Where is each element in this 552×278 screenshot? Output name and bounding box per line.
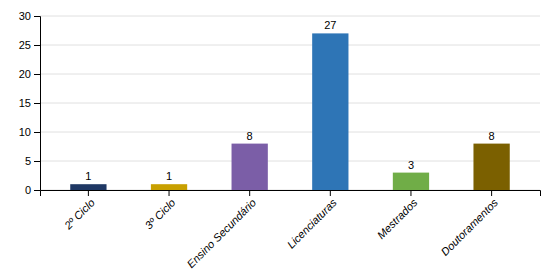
y-tick-label: 5 <box>25 155 31 167</box>
data-label: 3 <box>408 159 414 171</box>
bar <box>151 184 187 190</box>
x-tick: 2º Ciclo <box>61 190 97 232</box>
y-tick: 10 <box>19 126 40 138</box>
grid <box>40 16 540 190</box>
y-tick-mark <box>34 45 40 46</box>
x-tick: 3º Ciclo <box>142 190 177 231</box>
y-tick-mark <box>34 16 40 17</box>
x-axis-line <box>41 191 541 197</box>
y-axis-line <box>34 17 41 191</box>
y-tick: 5 <box>25 155 40 167</box>
x-tick-mark <box>249 190 250 196</box>
y-tick-label: 10 <box>19 126 31 138</box>
grid-line <box>40 45 540 46</box>
x-tick-label: 2º Ciclo <box>61 196 97 232</box>
bar <box>393 173 429 190</box>
chart: 1 1 8 27 3 8 2º Ciclo 3º CicloEnsino Secundário… <box>0 0 552 278</box>
bar <box>232 144 268 190</box>
data-label: 1 <box>85 170 91 182</box>
y-tick-label: 0 <box>25 184 31 196</box>
y-tick-mark <box>34 190 40 191</box>
x-tick: Ensino Secundário <box>184 190 258 270</box>
grid-line <box>40 132 540 133</box>
x-tick: Mestrados <box>375 190 420 241</box>
data-label: 1 <box>166 170 172 182</box>
y-tick-label: 30 <box>19 10 31 22</box>
y-tick: 30 <box>19 10 40 22</box>
x-axis: 2º Ciclo 3º CicloEnsino Secundário Licenci… <box>41 190 541 270</box>
x-tick-mark <box>410 190 411 196</box>
y-tick-mark <box>34 103 40 104</box>
x-tick: Licenciaturas <box>285 190 340 251</box>
data-label: 8 <box>247 130 253 142</box>
bar <box>70 184 106 190</box>
y-tick-mark <box>34 161 40 162</box>
bar <box>312 33 348 190</box>
x-tick: Doutoramentos <box>438 190 500 258</box>
bars <box>70 33 510 190</box>
x-tick-label: Ensino Secundário <box>184 196 258 270</box>
x-tick-mark <box>330 190 331 196</box>
y-tick-label: 20 <box>19 68 31 80</box>
plot: 1 1 8 27 3 8 2º Ciclo 3º CicloEnsino Secundário… <box>19 10 541 270</box>
x-tick-label: Doutoramentos <box>438 196 500 258</box>
x-tick-mark <box>491 190 492 196</box>
y-axis: 0 5 10 15 20 25 30 <box>19 10 41 196</box>
bar <box>473 144 509 190</box>
grid-line <box>40 103 540 104</box>
x-tick-mark <box>88 190 89 196</box>
y-tick-mark <box>34 132 40 133</box>
y-tick-label: 15 <box>19 97 31 109</box>
y-tick: 20 <box>19 68 40 80</box>
x-tick-label: 3º Ciclo <box>142 196 177 231</box>
x-tick-label: Licenciaturas <box>285 196 340 251</box>
y-tick-label: 25 <box>19 39 31 51</box>
x-tick-label: Mestrados <box>375 196 420 241</box>
grid-line <box>40 161 540 162</box>
grid-line <box>40 16 540 17</box>
y-tick: 25 <box>19 39 40 51</box>
data-label: 8 <box>489 130 495 142</box>
grid-line <box>40 74 540 75</box>
data-label: 27 <box>324 19 336 31</box>
y-tick-mark <box>34 74 40 75</box>
y-tick: 15 <box>19 97 40 109</box>
x-tick-mark <box>169 190 170 196</box>
y-tick: 0 <box>25 184 40 196</box>
data-labels: 1 1 8 27 3 8 <box>85 19 494 182</box>
